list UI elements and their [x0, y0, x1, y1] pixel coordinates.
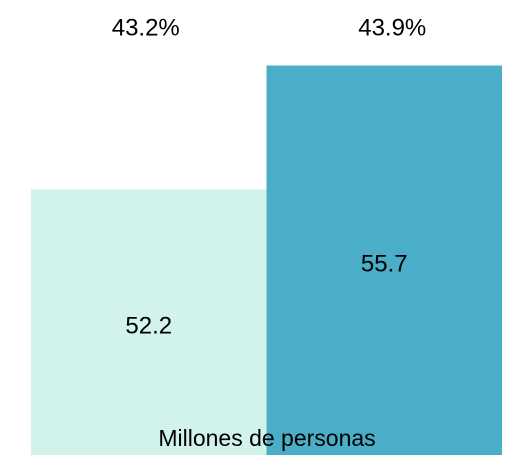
bar-value-label: 52.2 [125, 313, 172, 340]
bar [31, 189, 267, 455]
bar-value-label: 55.7 [361, 251, 408, 278]
x-axis-label: Millones de personas [158, 425, 375, 451]
bar [266, 65, 502, 455]
percent-label: 43.9% [358, 14, 426, 41]
percent-label: 43.2% [112, 14, 180, 41]
